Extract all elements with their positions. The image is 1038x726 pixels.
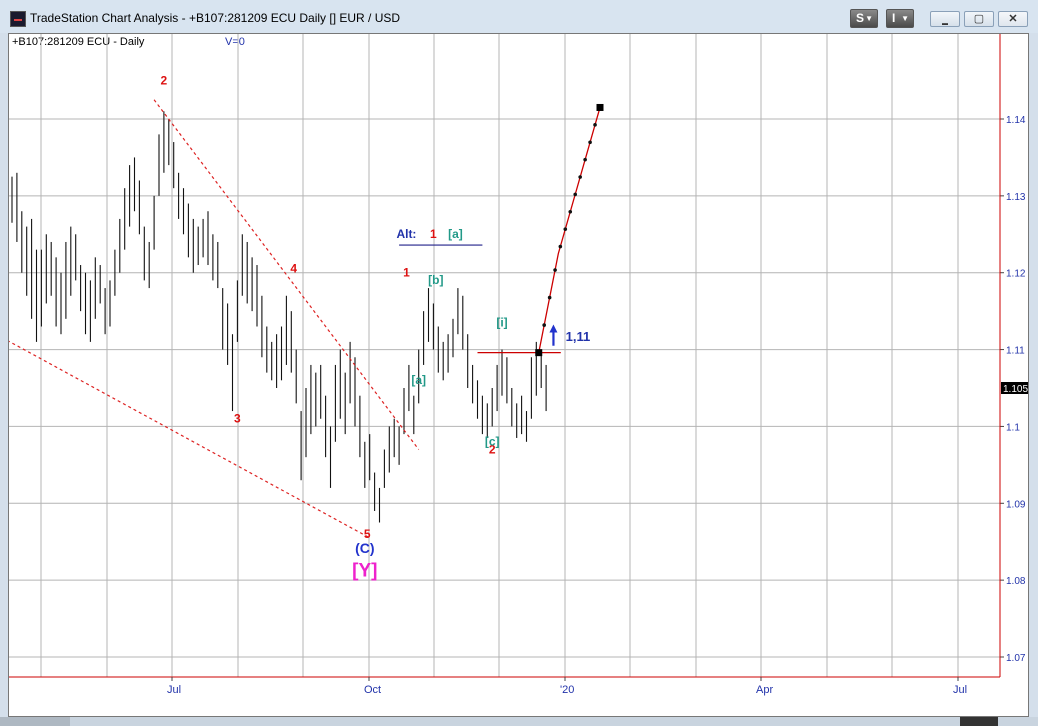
y-axis-tick-label: 1.07	[1006, 653, 1026, 664]
chart-area[interactable]: +B107:281209 ECU - Daily V=0 1.07 1.08 1.0…	[8, 33, 1029, 717]
projection-point	[563, 227, 568, 231]
x-axis-tick-label: Jul	[953, 684, 967, 696]
chevron-down-icon: ▼	[865, 14, 873, 23]
wave-label: (C)	[355, 540, 374, 556]
upper-wedge-line	[153, 99, 420, 450]
wave-label: [Y]	[352, 560, 377, 581]
y-axis-tick-label: 1.12	[1006, 269, 1026, 280]
projection-point	[578, 175, 582, 179]
s-button-label: S	[856, 11, 865, 25]
chart-volume-label: V=0	[225, 36, 245, 48]
projection-point	[568, 209, 573, 214]
minimize-icon: ▬	[942, 21, 948, 27]
projection-point	[583, 157, 587, 162]
wave-label: 1,11	[566, 329, 591, 344]
x-axis-tick-label: Jul	[167, 684, 181, 696]
title-bar[interactable]: TradeStation Chart Analysis - +B107:2812…	[0, 0, 1038, 33]
wave-label: [a]	[448, 227, 463, 241]
price-chart[interactable]: 1.07 1.08 1.09 1.1 1.11 1.12 1.13 1.14 Jul Oct '20…	[9, 34, 1028, 716]
close-button[interactable]: ✕	[998, 11, 1028, 27]
wave-label: 3	[234, 412, 241, 426]
wave-label: 4	[290, 262, 297, 276]
projection-point	[553, 268, 557, 272]
y-axis-tick-label: 1.13	[1006, 192, 1026, 203]
wave-label: 2	[161, 73, 168, 87]
wave-label: 5	[364, 527, 371, 541]
x-axis-tick-label: '20	[560, 684, 574, 696]
maximize-button[interactable]: ▢	[964, 11, 994, 27]
wave-label: 2	[489, 442, 496, 456]
i-menu-button[interactable]: I ▼	[886, 9, 914, 28]
projection-point	[573, 192, 578, 197]
tradestation-icon	[10, 11, 26, 27]
projection-point	[542, 323, 546, 327]
projection-point	[588, 140, 592, 145]
y-axis-tick-label: 1.1	[1006, 422, 1020, 433]
wave-label: [b]	[428, 273, 443, 287]
lower-wedge-line	[9, 340, 370, 539]
projection-end-marker[interactable]	[596, 103, 604, 111]
wave-label: [a]	[411, 373, 426, 387]
up-arrow-head-icon	[549, 324, 558, 333]
wave-label: [c]	[485, 435, 500, 449]
y-axis-tick-label: 1.08	[1006, 576, 1026, 587]
minimize-button[interactable]: ▬	[930, 11, 960, 27]
projection-point	[558, 244, 563, 249]
y-axis-tick-label: 1.11	[1006, 346, 1025, 357]
wave-label: Alt:	[396, 227, 416, 241]
projection-point	[593, 123, 597, 127]
x-axis-tick-label: Oct	[364, 684, 381, 696]
y-axis-tick-label: 1.14	[1006, 115, 1026, 126]
chart-symbol-label: +B107:281209 ECU - Daily	[12, 36, 145, 48]
status-bar	[0, 717, 1038, 726]
chevron-down-icon: ▼	[901, 14, 909, 23]
last-price-label: 1.105	[1003, 384, 1028, 395]
last-price-badge	[1001, 382, 1028, 394]
projection-start-marker[interactable]	[535, 349, 543, 357]
s-menu-button[interactable]: S ▼	[850, 9, 878, 28]
maximize-icon: ▢	[973, 13, 985, 25]
projection-line	[538, 107, 601, 353]
wave-label: [i]	[496, 316, 507, 330]
i-button-label: I	[892, 11, 896, 25]
window-title: TradeStation Chart Analysis - +B107:2812…	[30, 11, 401, 25]
x-axis-tick-label: Apr	[756, 684, 773, 696]
wave-label: 1	[403, 266, 410, 280]
y-axis-tick-label: 1.09	[1006, 499, 1026, 510]
projection-point	[547, 295, 552, 300]
close-icon: ✕	[1008, 13, 1018, 25]
status-bar-left	[0, 717, 70, 726]
wave-label: 1	[430, 227, 437, 241]
status-bar-right	[960, 717, 998, 726]
